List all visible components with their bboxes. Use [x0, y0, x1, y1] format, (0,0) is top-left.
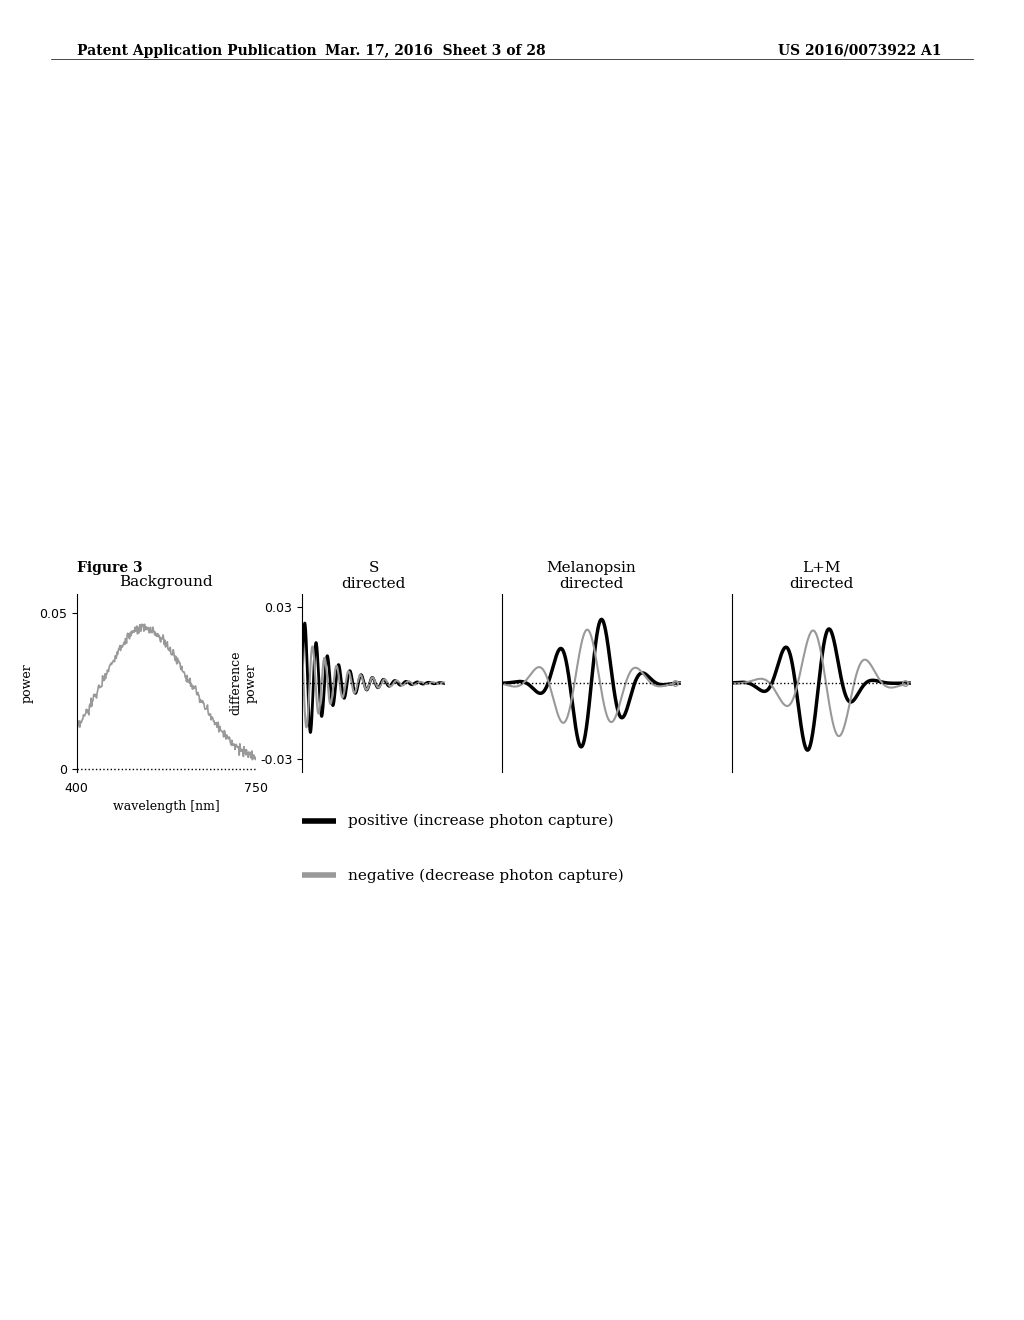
Title: Melanopsin
directed: Melanopsin directed — [547, 561, 636, 591]
Text: Patent Application Publication: Patent Application Publication — [77, 44, 316, 58]
Text: positive (increase photon capture): positive (increase photon capture) — [348, 813, 613, 828]
Y-axis label: power: power — [20, 663, 34, 704]
X-axis label: wavelength [nm]: wavelength [nm] — [113, 800, 220, 813]
Y-axis label: difference
power: difference power — [229, 651, 257, 715]
Text: Figure 3: Figure 3 — [77, 561, 142, 576]
Title: L+M
directed: L+M directed — [790, 561, 854, 591]
Text: negative (decrease photon capture): negative (decrease photon capture) — [348, 869, 624, 883]
Text: Mar. 17, 2016  Sheet 3 of 28: Mar. 17, 2016 Sheet 3 of 28 — [325, 44, 546, 58]
Text: US 2016/0073922 A1: US 2016/0073922 A1 — [778, 44, 942, 58]
Title: S
directed: S directed — [342, 561, 406, 591]
Title: Background: Background — [120, 574, 213, 589]
